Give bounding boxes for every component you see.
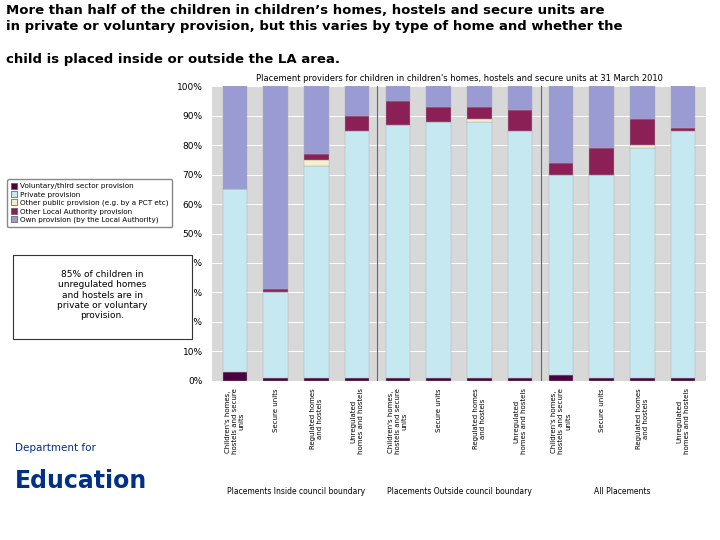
- Bar: [386, 378, 410, 381]
- Bar: [671, 127, 696, 131]
- Bar: [508, 110, 532, 131]
- FancyBboxPatch shape: [13, 255, 192, 339]
- Bar: [304, 160, 328, 166]
- Text: 85% of children in
unregulated homes
and hostels are in
private or voluntary
pro: 85% of children in unregulated homes and…: [58, 270, 148, 320]
- Bar: [671, 86, 696, 127]
- Bar: [467, 119, 492, 122]
- Bar: [508, 131, 532, 378]
- Bar: [630, 148, 654, 378]
- Bar: [630, 119, 654, 145]
- Bar: [386, 125, 410, 378]
- Bar: [222, 86, 247, 190]
- Bar: [590, 86, 614, 148]
- Bar: [549, 174, 573, 375]
- Bar: [549, 86, 573, 163]
- Bar: [222, 190, 247, 372]
- Bar: [426, 86, 451, 107]
- Bar: [467, 86, 492, 107]
- Bar: [630, 378, 654, 381]
- Bar: [345, 116, 369, 131]
- Bar: [508, 378, 532, 381]
- Bar: [264, 292, 288, 378]
- Bar: [671, 131, 696, 378]
- Bar: [222, 372, 247, 381]
- Bar: [426, 122, 451, 378]
- Bar: [304, 154, 328, 160]
- Bar: [630, 145, 654, 148]
- Text: Department for: Department for: [14, 443, 96, 453]
- Text: All Placements: All Placements: [594, 487, 650, 496]
- Bar: [549, 163, 573, 174]
- Bar: [304, 166, 328, 378]
- Text: Placements Inside council boundary: Placements Inside council boundary: [227, 487, 365, 496]
- Bar: [508, 86, 532, 110]
- Title: Placement providers for children in children's homes, hostels and secure units a: Placement providers for children in chil…: [256, 74, 662, 83]
- Text: Education: Education: [14, 469, 147, 493]
- Bar: [264, 86, 288, 289]
- Bar: [467, 107, 492, 119]
- Bar: [590, 378, 614, 381]
- Bar: [467, 122, 492, 378]
- Bar: [345, 131, 369, 378]
- Bar: [630, 86, 654, 119]
- Bar: [590, 174, 614, 378]
- Bar: [426, 378, 451, 381]
- Text: Placements Outside council boundary: Placements Outside council boundary: [387, 487, 531, 496]
- Bar: [304, 378, 328, 381]
- Bar: [386, 86, 410, 101]
- Bar: [386, 101, 410, 125]
- Bar: [264, 378, 288, 381]
- Legend: Voluntary/third sector provision, Private provision, Other public provision (e.g: Voluntary/third sector provision, Privat…: [7, 179, 172, 227]
- Text: More than half of the children in children’s homes, hostels and secure units are: More than half of the children in childr…: [6, 4, 623, 33]
- Bar: [467, 378, 492, 381]
- Text: 14: 14: [665, 13, 685, 28]
- Bar: [304, 86, 328, 154]
- Bar: [426, 107, 451, 122]
- Bar: [264, 289, 288, 292]
- Bar: [345, 378, 369, 381]
- Text: child is placed inside or outside the LA area.: child is placed inside or outside the LA…: [6, 53, 341, 66]
- Bar: [590, 148, 614, 174]
- Bar: [549, 375, 573, 381]
- Bar: [345, 86, 369, 116]
- Bar: [671, 378, 696, 381]
